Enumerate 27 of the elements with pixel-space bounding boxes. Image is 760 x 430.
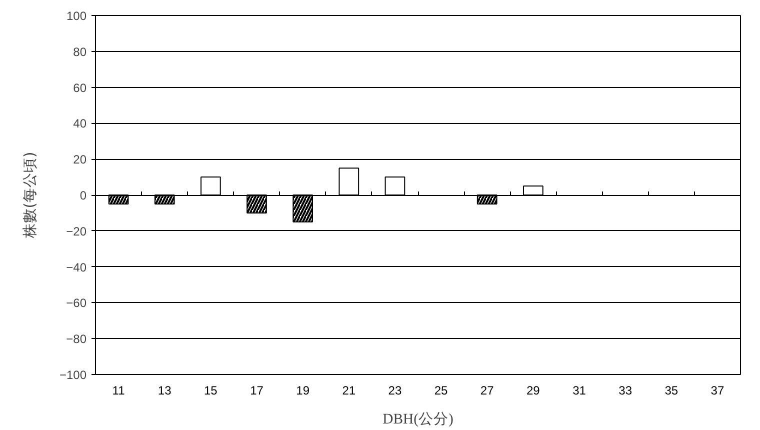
x-tick-label: 27 [480, 384, 494, 398]
x-tick-label: 29 [526, 384, 540, 398]
x-tick-label: 33 [618, 384, 632, 398]
x-tick-label: 35 [664, 384, 678, 398]
y-tick-label: 80 [73, 44, 87, 59]
y-tick-label: 20 [73, 152, 87, 167]
x-tick-label: 19 [296, 384, 310, 398]
x-tick-label: 21 [342, 384, 356, 398]
x-tick-label: 15 [204, 384, 218, 398]
x-tick-label: 37 [710, 384, 724, 398]
x-tick-label: 13 [158, 384, 172, 398]
y-tick-label: −100 [59, 368, 87, 382]
y-tick-label: −80 [66, 332, 87, 346]
x-tick-label: 11 [112, 384, 126, 398]
x-axis-title: DBH(公分) [382, 410, 454, 428]
y-axis-title: 株數(每公頃) [21, 152, 38, 240]
y-tick-label: −20 [66, 224, 87, 238]
y-tick-label: 0 [80, 188, 87, 202]
x-tick-label: 31 [572, 384, 586, 398]
y-tick-label: −60 [66, 296, 87, 310]
y-tick-label: −40 [66, 260, 87, 274]
x-tick-label: 25 [434, 384, 448, 398]
y-tick-label: 40 [73, 116, 87, 131]
x-tick-label: 17 [250, 384, 264, 398]
y-tick-label: 60 [73, 80, 87, 95]
x-tick-label: 23 [388, 384, 402, 398]
y-tick-label: 100 [66, 9, 87, 23]
